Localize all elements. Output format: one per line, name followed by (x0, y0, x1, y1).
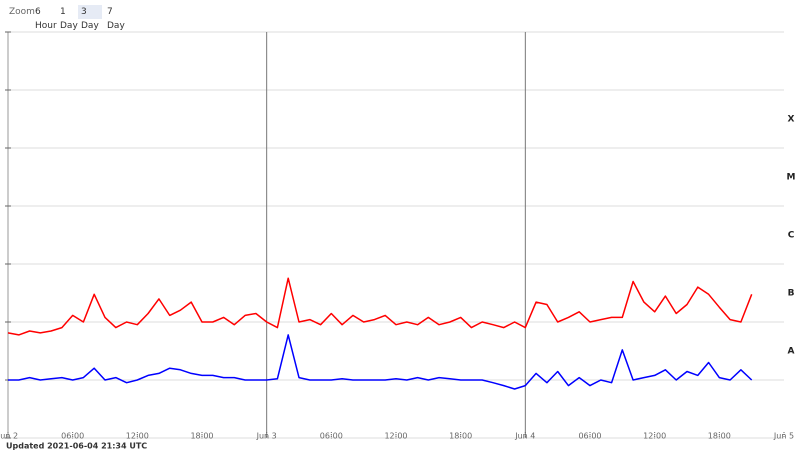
flare-class-label: M (787, 173, 796, 183)
zoom-button[interactable]: 1 Day (60, 7, 78, 31)
flare-class-label: A (788, 347, 795, 357)
series-line (8, 334, 753, 390)
zoom-button[interactable]: 6 Hour (35, 7, 57, 31)
x-tick-label: Jun 3 (256, 432, 277, 441)
x-tick-label: 12:00 (384, 432, 407, 441)
x-tick-label: 06:00 (320, 432, 343, 441)
flare-class-label: C (788, 231, 795, 241)
x-tick-label: 06:00 (61, 432, 84, 441)
flare-class-label: B (788, 289, 795, 299)
flare-class-label: X (788, 115, 795, 125)
x-tick-label: 18:00 (708, 432, 731, 441)
zoom-label: Zoom (9, 7, 35, 17)
updated-text: Updated 2021-06-04 21:34 UTC (6, 442, 147, 450)
x-tick-label: 06:00 (578, 432, 601, 441)
zoom-button[interactable]: 7 Day (107, 7, 125, 31)
series-line (7, 277, 753, 336)
x-tick-label: 12:00 (126, 432, 149, 441)
x-tick-label: 18:00 (190, 432, 213, 441)
x-tick-label: 12:00 (643, 432, 666, 441)
x-tick-label: Jun 4 (514, 432, 535, 441)
x-tick-label: Jun 5 (773, 432, 794, 441)
x-tick-label: Jun 2 (0, 432, 18, 441)
zoom-button[interactable]: 3 Day (78, 5, 102, 31)
x-tick-label: 18:00 (449, 432, 472, 441)
